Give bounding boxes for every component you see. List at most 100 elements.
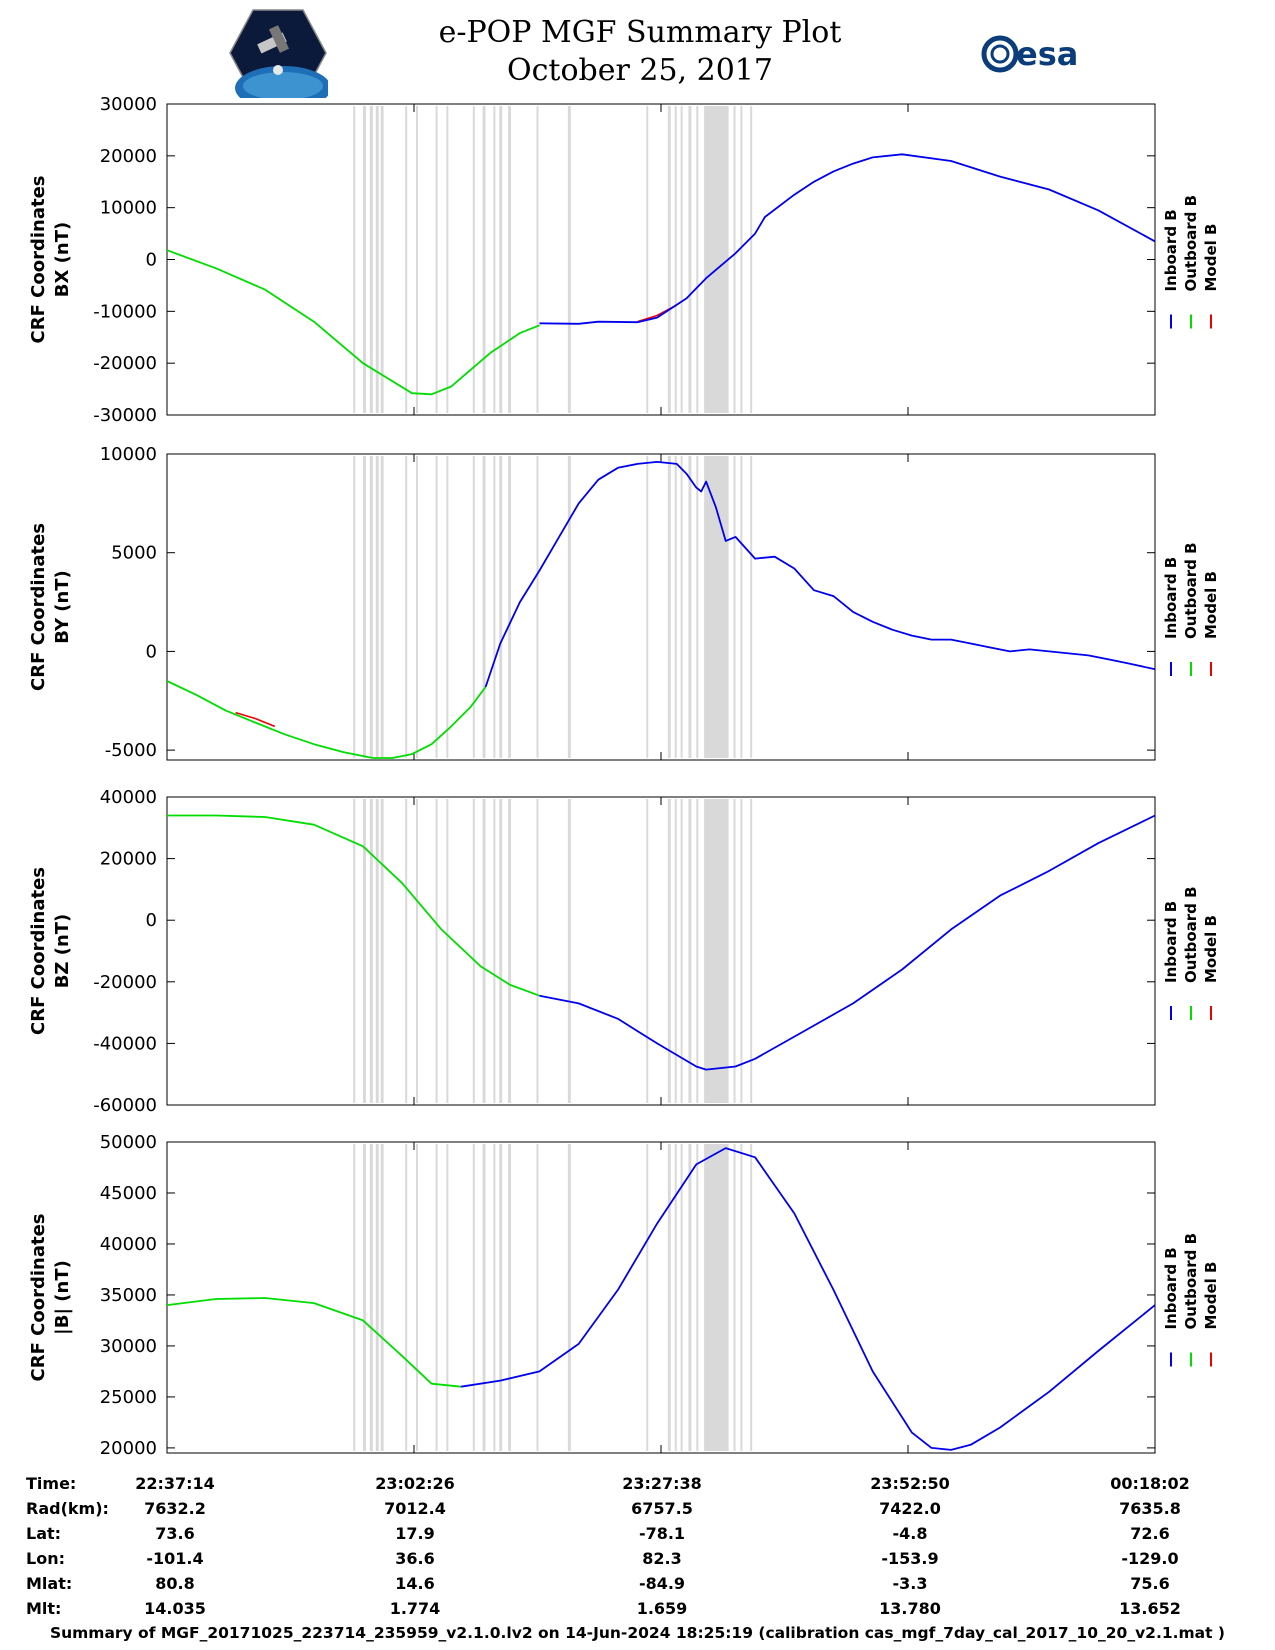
shaded-interval: [435, 106, 438, 413]
table-cell: 23:52:50: [870, 1474, 950, 1493]
shaded-interval: [482, 1144, 486, 1451]
shaded-interval: [646, 1144, 649, 1451]
shaded-interval: [567, 1144, 571, 1451]
shaded-interval: [435, 799, 438, 1103]
legend-label: Inboard B: [1162, 209, 1180, 291]
legend-label: Model B: [1202, 224, 1220, 292]
y-tick-label: 5000: [111, 543, 157, 564]
table-cell: 7632.2: [144, 1499, 206, 1518]
table-cell: 82.3: [642, 1549, 681, 1568]
shaded-interval: [688, 456, 692, 758]
y-axis-label: CRF Coordinates BZ (nT): [28, 867, 73, 1035]
shaded-interval: [646, 799, 649, 1103]
y-tick-label: -20000: [93, 972, 157, 993]
y-axis-label: CRF Coordinates BY (nT): [28, 523, 73, 691]
shaded-interval: [380, 1144, 384, 1451]
shaded-interval: [696, 1144, 699, 1451]
y-axis-label-line: CRF Coordinates: [28, 176, 49, 344]
shaded-interval: [499, 106, 503, 413]
table-cell: 1.659: [637, 1599, 688, 1618]
table-cell: 80.8: [155, 1574, 194, 1593]
shaded-interval: [415, 106, 418, 413]
shaded-interval: [750, 106, 753, 413]
shaded-interval: [536, 456, 539, 758]
y-axis-label-line: BY (nT): [52, 570, 73, 644]
table-cell: 14.035: [144, 1599, 206, 1618]
y-axis-label-line: CRF Coordinates: [28, 1214, 49, 1382]
shaded-interval: [446, 106, 449, 413]
shaded-interval: [363, 1144, 366, 1451]
shaded-interval: [415, 1144, 418, 1451]
legend-label: Model B: [1202, 915, 1220, 983]
shaded-interval: [740, 1144, 743, 1451]
shaded-interval: [680, 106, 683, 413]
shaded-interval: [446, 456, 449, 758]
shaded-interval: [493, 799, 496, 1103]
shaded-interval: [472, 106, 475, 413]
y-tick-label: 25000: [100, 1387, 157, 1408]
shaded-interval: [369, 456, 373, 758]
shaded-interval: [363, 799, 366, 1103]
shaded-interval: [472, 456, 475, 758]
y-tick-label: -10000: [93, 301, 157, 322]
shaded-interval: [680, 799, 683, 1103]
shaded-interval: [446, 1144, 449, 1451]
shaded-interval: [369, 106, 373, 413]
shaded-interval: [380, 106, 384, 413]
shaded-interval: [446, 799, 449, 1103]
y-tick-label: 50000: [100, 1132, 157, 1153]
shaded-interval: [375, 1144, 379, 1451]
shaded-interval: [508, 1144, 512, 1451]
shaded-interval: [472, 1144, 475, 1451]
legend-label: Inboard B: [1162, 901, 1180, 983]
legend-label: Model B: [1202, 571, 1220, 639]
series-line-inboard-b: [460, 1147, 1156, 1451]
y-tick-label: 20000: [100, 1438, 157, 1459]
y-axis-label-line: BX (nT): [52, 222, 73, 297]
shaded-interval: [493, 106, 496, 413]
shaded-interval: [704, 1144, 729, 1451]
shaded-interval: [493, 456, 496, 758]
shaded-interval: [536, 106, 539, 413]
shaded-interval: [688, 799, 692, 1103]
y-tick-label: 45000: [100, 1183, 157, 1204]
y-axis-label-line: CRF Coordinates: [28, 523, 49, 691]
shaded-interval: [704, 799, 729, 1103]
shaded-interval: [353, 106, 356, 413]
shaded-interval: [674, 106, 677, 413]
legend-label: Outboard B: [1182, 886, 1200, 983]
shaded-interval: [536, 799, 539, 1103]
table-cell: -78.1: [639, 1524, 685, 1543]
series-line-outboard-b: [167, 814, 540, 997]
shaded-interval: [696, 106, 699, 413]
legend-label: Outboard B: [1182, 1233, 1200, 1330]
series-line-outboard-b: [166, 249, 540, 396]
table-cell: -84.9: [639, 1574, 685, 1593]
panel-2: -5000 0 5000 10000 CRF Coordinates BY (nT) Inb…: [28, 444, 1220, 761]
legend-label: Outboard B: [1182, 542, 1200, 639]
shaded-interval: [567, 456, 571, 758]
title-line-2: October 25, 2017: [507, 53, 773, 88]
shaded-interval: [680, 1144, 683, 1451]
table-cell: 72.6: [1130, 1524, 1169, 1543]
shaded-interval: [750, 456, 753, 758]
series-line-inboard-b: [539, 153, 1156, 325]
shaded-interval: [667, 456, 671, 758]
legend-label: Inboard B: [1162, 557, 1180, 639]
table-cell: 7422.0: [879, 1499, 941, 1518]
shaded-interval: [369, 1144, 373, 1451]
table-row-label: Rad(km):: [26, 1499, 109, 1518]
y-tick-label: 0: [146, 641, 157, 662]
table-row-label: Mlt:: [26, 1599, 61, 1618]
shaded-interval: [493, 1144, 496, 1451]
shaded-interval: [375, 106, 379, 413]
shaded-interval: [667, 1144, 671, 1451]
table-cell: 6757.5: [631, 1499, 693, 1518]
shaded-interval: [733, 799, 736, 1103]
legend-label: Outboard B: [1182, 195, 1200, 292]
table-cell: 23:27:38: [622, 1474, 702, 1493]
shaded-interval: [646, 106, 649, 413]
shaded-interval: [472, 799, 475, 1103]
shaded-interval: [674, 1144, 677, 1451]
